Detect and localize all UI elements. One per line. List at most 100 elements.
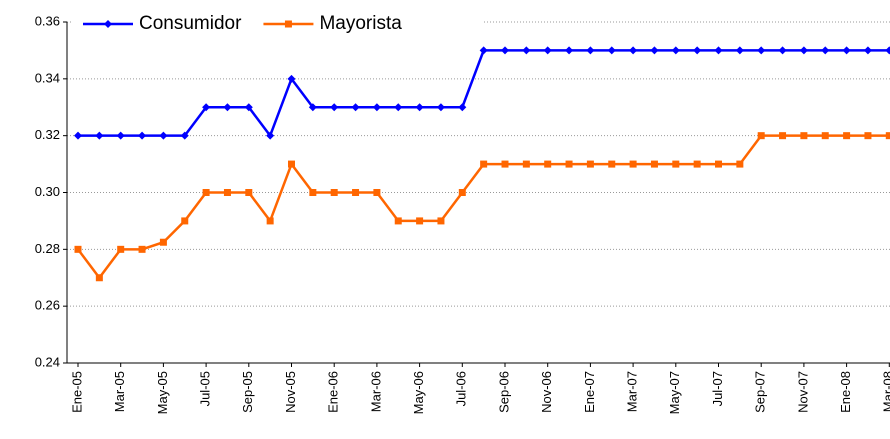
data-point (116, 131, 125, 140)
data-point (629, 46, 638, 55)
data-point (544, 160, 552, 168)
data-point (74, 131, 82, 140)
legend-marker (284, 20, 292, 28)
data-point (416, 217, 424, 225)
x-tick-label: Nov-07 (795, 371, 810, 413)
data-point (843, 132, 851, 140)
data-point (138, 245, 146, 253)
legend: Consumidor Mayorista (72, 8, 482, 38)
data-point (799, 46, 808, 55)
series-line (78, 49, 890, 139)
data-point (352, 189, 360, 196)
data-point (629, 160, 637, 168)
data-point (608, 160, 616, 168)
legend-label: Consumidor (139, 13, 242, 34)
data-point (565, 46, 574, 55)
data-point (244, 103, 253, 112)
data-point (309, 189, 317, 196)
data-point (181, 217, 189, 225)
data-point (821, 46, 830, 55)
data-point (159, 238, 167, 246)
data-point (650, 160, 658, 168)
y-tick-label: 0.24 (35, 354, 60, 369)
data-point (821, 132, 829, 140)
data-point (757, 46, 766, 55)
data-point (287, 74, 296, 83)
data-point (650, 46, 659, 55)
data-point (693, 46, 702, 55)
x-tick-label: Mar-05 (112, 371, 127, 412)
data-point (779, 132, 787, 140)
x-tick-label: May-07 (667, 371, 682, 414)
data-point (543, 46, 552, 55)
x-tick-label: Ene-06 (326, 371, 341, 413)
data-point (394, 103, 403, 112)
data-point (864, 132, 872, 140)
data-point (607, 46, 616, 55)
data-point (479, 46, 488, 55)
data-point (180, 131, 189, 140)
data-point (586, 160, 594, 168)
data-point (117, 245, 125, 253)
data-point (480, 160, 488, 168)
data-point (245, 189, 253, 196)
data-point (159, 131, 168, 140)
x-tick-label: Ene-05 (69, 371, 84, 413)
data-point (735, 46, 744, 55)
data-point (202, 103, 211, 112)
data-point (95, 131, 104, 140)
x-tick-label: Nov-06 (539, 371, 554, 413)
data-point (415, 103, 424, 112)
y-tick-label: 0.30 (35, 184, 60, 199)
data-point (308, 103, 317, 112)
data-point (565, 160, 573, 168)
series-line (77, 134, 890, 280)
x-tick-label: May-06 (411, 371, 426, 414)
x-tick-label: Jul-06 (454, 371, 469, 406)
x-tick-label: Mar-08 (881, 371, 890, 412)
data-point (501, 160, 509, 168)
y-tick-label: 0.36 (35, 13, 60, 28)
x-tick-label: Sep-05 (240, 371, 255, 413)
legend-label: Mayorista (319, 13, 402, 34)
data-point (330, 103, 339, 112)
data-point (736, 160, 744, 168)
data-point (436, 103, 445, 112)
x-tick-label: Jul-07 (710, 371, 725, 406)
x-tick-label: Ene-07 (582, 371, 597, 413)
x-tick-label: Ene-08 (838, 371, 853, 413)
data-point (885, 132, 890, 140)
data-point (394, 217, 402, 225)
x-tick-label: May-05 (155, 371, 170, 414)
data-point (778, 46, 787, 55)
data-point (800, 132, 808, 140)
data-point (885, 46, 890, 55)
data-point (223, 189, 231, 196)
data-point (74, 245, 82, 253)
data-point (671, 46, 680, 55)
y-tick-label: 0.28 (35, 241, 60, 256)
data-point (714, 46, 723, 55)
data-point (373, 189, 381, 196)
data-point (522, 160, 530, 168)
data-point (522, 46, 531, 55)
data-point (95, 274, 103, 282)
data-point (288, 160, 295, 168)
data-point (202, 189, 210, 196)
y-tick-label: 0.32 (35, 127, 60, 142)
legend-marker (104, 20, 112, 28)
y-tick-label: 0.34 (35, 70, 60, 85)
data-point (842, 46, 851, 55)
data-point (266, 217, 274, 225)
data-point (715, 160, 722, 168)
data-point (330, 189, 338, 196)
data-point (586, 46, 595, 55)
data-point (757, 132, 765, 140)
data-point (693, 160, 701, 168)
x-tick-label: Jul-05 (198, 371, 213, 406)
data-point (863, 46, 872, 55)
data-point (458, 103, 467, 112)
data-point (437, 217, 445, 225)
data-point (372, 103, 381, 112)
